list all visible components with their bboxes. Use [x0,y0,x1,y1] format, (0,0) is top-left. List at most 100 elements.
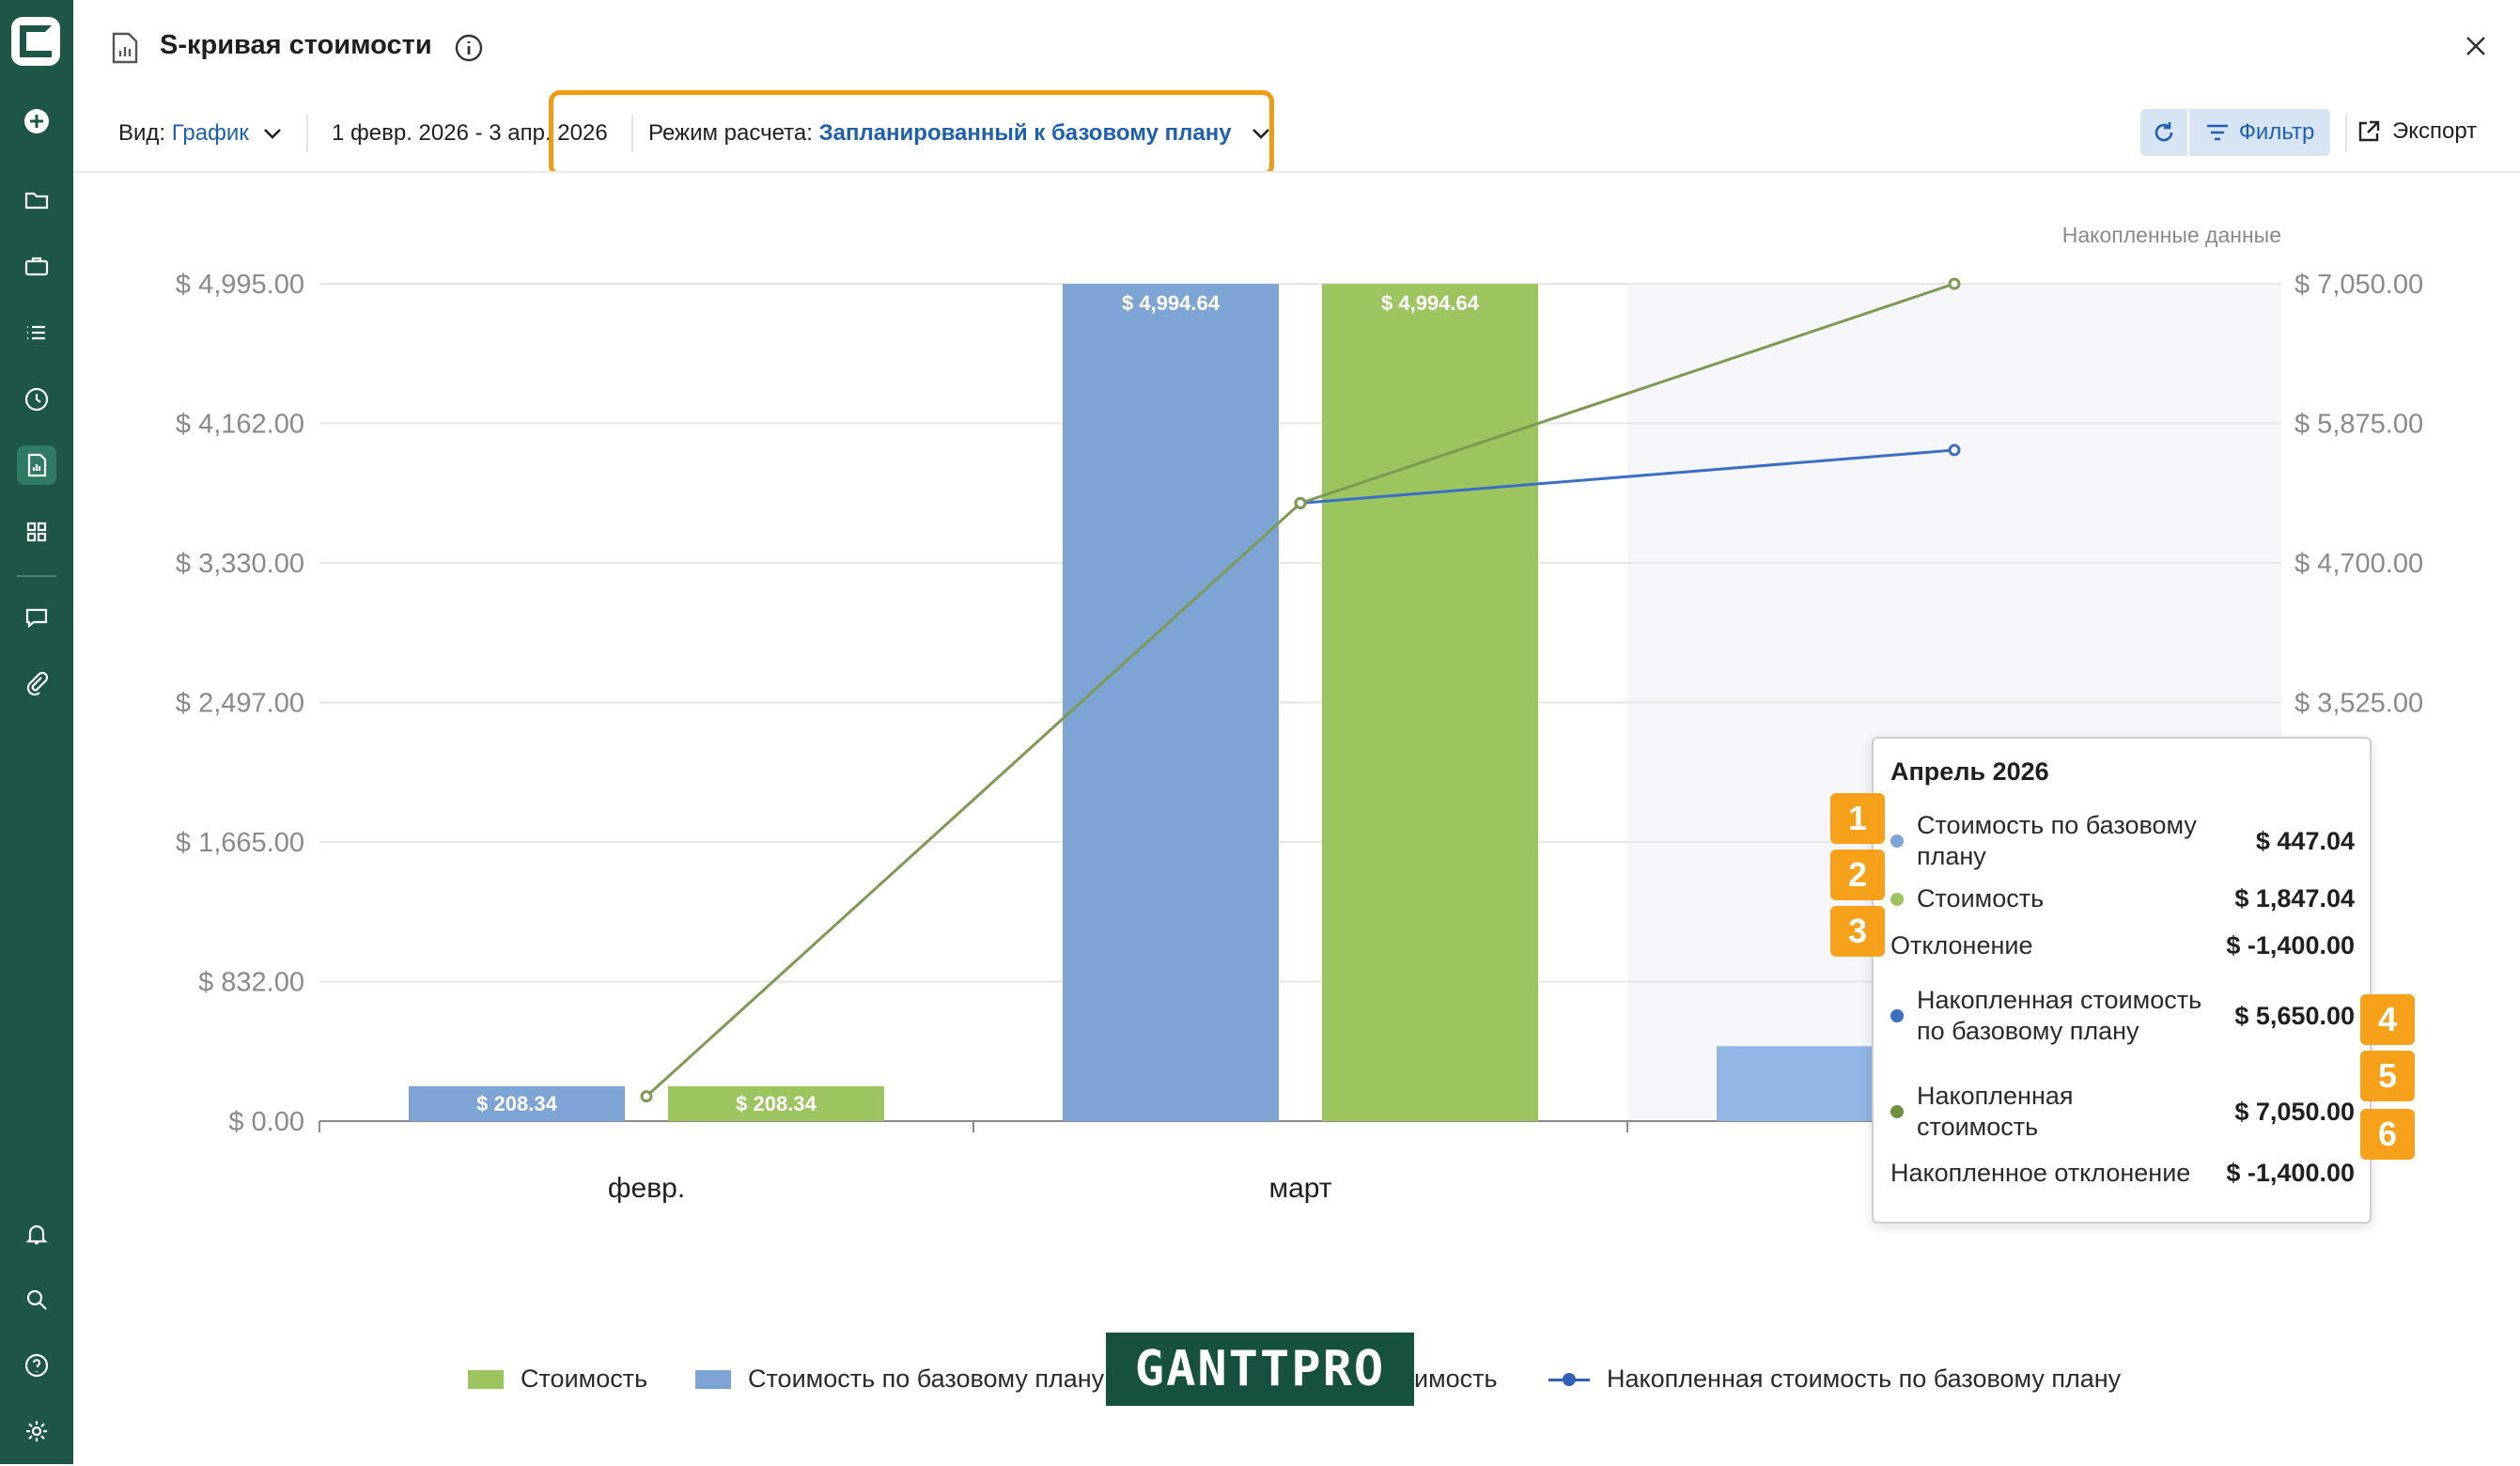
chat-icon[interactable] [17,598,56,637]
report-icon [111,32,139,64]
bell-icon[interactable] [17,1214,56,1254]
y2-axis-tick-label: $ 3,525.00 [2294,689,2423,719]
callout-badge-4: 4 [2360,994,2415,1045]
sidebar-divider [17,575,56,577]
legend-line-swatch [1548,1370,1590,1389]
cum-cost-point [1950,279,1959,289]
paperclip-icon[interactable] [17,663,56,703]
cum-cost-point [1296,498,1305,507]
tooltip-row-cum-variance: Накопленное отклонение $ -1,400.00 [1890,1158,2355,1189]
y2-axis-title: Накопленные данные [2062,223,2281,247]
y-axis-tick-label: $ 0.00 [228,1107,304,1137]
tooltip-row-baseline-cost: Стоимость по базовому плану $ 447.04 [1890,810,2355,872]
sidebar [0,0,73,1464]
grid-icon[interactable] [17,512,56,552]
search-icon[interactable] [17,1280,56,1319]
tooltip-value: $ -1,400.00 [2226,931,2355,960]
mode-highlight-frame [549,90,1274,177]
ganttpro-watermark: GANTTPRO [1106,1333,1414,1406]
close-icon[interactable] [2464,34,2488,58]
y2-axis-tick-label: $ 4,700.00 [2294,549,2423,579]
legend-item-baseline-cost[interactable]: Стоимость по базовому плану [695,1365,1104,1394]
filter-button[interactable]: Фильтр [2189,109,2330,156]
legend-label: Стоимость [521,1365,647,1394]
y-axis-tick-label: $ 832.00 [198,968,304,998]
tooltip-value: $ 5,650.00 [2234,1002,2355,1031]
export-icon [2357,119,2381,144]
list-icon[interactable] [17,313,56,352]
tooltip-label: Стоимость [1917,883,2234,914]
toolbar-divider [306,115,308,152]
legend-label: имость [1414,1365,1498,1394]
legend-item-cost[interactable]: Стоимость [468,1365,647,1394]
y-axis-tick-label: $ 1,665.00 [176,828,304,858]
dialog-header: S-кривая стоимости [73,0,2520,96]
export-label: Экспорт [2392,118,2477,145]
refresh-button[interactable] [2140,109,2187,156]
x-axis-tick-label: февр. [608,1173,685,1204]
report-icon[interactable] [17,445,56,485]
chevron-down-icon [262,127,283,140]
legend-label: Стоимость по базовому плану [748,1365,1104,1394]
callout-badge-1: 1 [1830,793,1885,844]
chart-tooltip: Апрель 2026 Стоимость по базовому плану … [1872,737,2372,1224]
y-axis-tick-label: $ 2,497.00 [176,689,304,719]
cum-cost-dot [1890,1105,1904,1118]
tooltip-row-cum-baseline: Накопленная стоимость по базовому плану … [1890,985,2355,1047]
info-icon[interactable] [454,33,484,63]
callout-badge-6: 6 [2360,1109,2415,1160]
plus-icon[interactable] [17,101,56,141]
tooltip-label: Накопленная стоимость [1917,1081,2234,1143]
tooltip-value: $ 7,050.00 [2234,1098,2355,1127]
view-label: Вид: [118,120,165,146]
gear-icon[interactable] [17,1411,56,1451]
callout-badge-3: 3 [1830,906,1885,957]
callout-badge-5: 5 [2360,1051,2415,1101]
tooltip-row-variance: Отклонение $ -1,400.00 [1890,930,2355,961]
y-axis-tick-label: $ 3,330.00 [176,549,304,579]
refresh-icon [2151,119,2177,146]
cost-dot [1890,893,1904,906]
tooltip-value: $ 447.04 [2256,827,2355,856]
tooltip-value: $ -1,400.00 [2226,1159,2355,1188]
callout-badge-2: 2 [1830,850,1885,900]
legend-item-cum-cost[interactable]: имость [1414,1365,1498,1394]
toolbar-divider [2345,115,2347,152]
tooltip-label: Стоимость по базовому плану [1917,810,2256,872]
legend-swatch [695,1370,731,1389]
filter-label: Фильтр [2239,119,2315,146]
filter-icon [2205,122,2230,143]
cum-baseline-dot [1890,1009,1904,1022]
view-value: График [172,120,249,146]
tooltip-value: $ 1,847.04 [2234,884,2355,913]
clock-icon[interactable] [17,380,56,419]
bar-data-label: $ 208.34 [476,1092,557,1115]
bar-data-label: $ 208.34 [736,1092,817,1115]
legend-item-cum-baseline[interactable]: Накопленная стоимость по базовому плану [1548,1365,2121,1394]
bar-data-label: $ 4,994.64 [1122,291,1221,315]
tooltip-label: Накопленное отклонение [1890,1158,2226,1189]
legend-label: Накопленная стоимость по базовому плану [1607,1365,2121,1394]
export-button[interactable]: Экспорт [2357,118,2477,145]
ganttpro-logo[interactable] [11,17,60,66]
tooltip-title: Апрель 2026 [1890,757,2049,787]
cum-cost-point [642,1092,651,1101]
tooltip-label: Накопленная стоимость по базовому плану [1917,985,2234,1047]
bar-data-label: $ 4,994.64 [1381,291,1480,315]
legend-swatch [468,1370,504,1389]
x-axis-tick-label: март [1268,1173,1331,1204]
page-title: S-кривая стоимости [160,30,432,61]
cum-baseline-cost-point [1950,445,1959,455]
briefcase-icon[interactable] [17,246,56,286]
y2-axis-tick-label: $ 7,050.00 [2294,270,2423,300]
tooltip-label: Отклонение [1890,930,2226,961]
y2-axis-tick-label: $ 5,875.00 [2294,410,2423,440]
folder-icon[interactable] [17,180,56,220]
tooltip-row-cum-cost: Накопленная стоимость $ 7,050.00 [1890,1081,2355,1143]
tooltip-row-cost: Стоимость $ 1,847.04 [1890,883,2355,914]
bar-cost [1322,284,1538,1121]
view-select[interactable]: Вид: График [118,120,283,147]
bar-baseline-cost [1063,284,1279,1121]
y-axis-tick-label: $ 4,162.00 [176,410,304,440]
y-axis-tick-label: $ 4,995.00 [176,270,304,300]
